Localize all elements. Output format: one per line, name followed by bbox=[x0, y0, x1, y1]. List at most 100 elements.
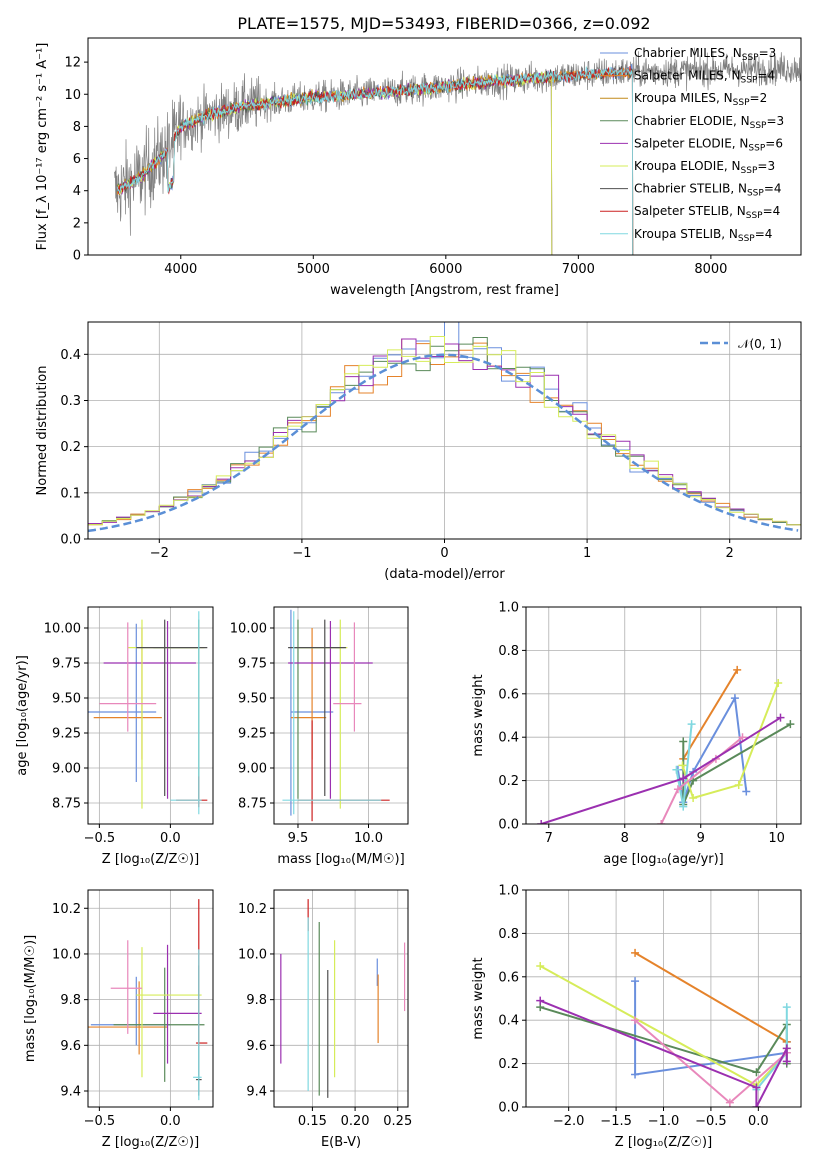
y-tick-label: 9.4 bbox=[60, 1085, 81, 1100]
age-vs-mass-plot: 9.5 10.0 8.75 9.00 9.25 9.50 9.75 10.00 mass [lo… bbox=[230, 606, 409, 867]
y-tick-label: 10.0 bbox=[238, 947, 267, 962]
series-line-5 bbox=[660, 736, 744, 824]
x-tick-label: 10.0 bbox=[354, 831, 383, 846]
x-axis-label: (data-model)/error bbox=[384, 567, 505, 582]
y-tick-label: 0.2 bbox=[60, 440, 81, 455]
legend-label-sub: SSP bbox=[741, 166, 758, 176]
x-tick-label: −1.5 bbox=[600, 1114, 632, 1129]
y-tick-label: 6 bbox=[73, 152, 81, 167]
y-axis-label: mass weight bbox=[471, 957, 486, 1039]
series-point bbox=[679, 737, 688, 746]
y-tick-label: 8.75 bbox=[238, 797, 267, 812]
y-tick-label: 10.2 bbox=[238, 902, 267, 917]
y-tick-label: 9.25 bbox=[238, 727, 267, 742]
y-tick-label: 0.0 bbox=[498, 1101, 519, 1116]
legend-label: Salpeter STELIB, NSSP=4 bbox=[634, 204, 780, 221]
series-point bbox=[734, 780, 743, 789]
x-tick-label: 0.0 bbox=[160, 831, 181, 846]
legend-label-count: =4 bbox=[755, 227, 773, 241]
y-tick-label: 10.2 bbox=[52, 902, 81, 917]
x-tick-label: −0.5 bbox=[84, 1114, 116, 1129]
mass-weight-vs-age-plot: 7 8 9 10 0.0 0.2 0.4 0.6 0.8 1.0 age [log₁₀(age/yr… bbox=[471, 601, 802, 867]
y-tick-label: 9.00 bbox=[238, 762, 267, 777]
legend-label-text: Salpeter STELIB, N bbox=[634, 204, 746, 218]
x-tick-label: −0.5 bbox=[695, 1114, 727, 1129]
legend-label-text: Kroupa MILES, N bbox=[634, 91, 733, 105]
x-tick-label: 0.0 bbox=[748, 1114, 769, 1129]
series-point bbox=[752, 1103, 761, 1107]
y-tick-label: 8 bbox=[73, 120, 81, 135]
legend-label-text: Salpeter MILES, N bbox=[634, 69, 741, 83]
x-axis-label: Z [log₁₀(Z/Z☉)] bbox=[615, 1135, 712, 1150]
x-axis-label: Z [log₁₀(Z/Z☉)] bbox=[102, 852, 199, 867]
series-point bbox=[657, 820, 666, 824]
legend-label: 𝒩(0, 1) bbox=[738, 337, 782, 351]
plot-area bbox=[88, 322, 801, 533]
legend-label-text: Salpeter ELODIE, N bbox=[634, 136, 748, 150]
legend-label-text: Kroupa STELIB, N bbox=[634, 227, 738, 241]
axes-frame bbox=[525, 606, 802, 825]
y-tick-label: 9.75 bbox=[52, 657, 81, 672]
x-axis-label: age [log₁₀(age/yr)] bbox=[603, 852, 724, 867]
x-tick-label: 7 bbox=[545, 831, 553, 846]
series-point bbox=[752, 1068, 761, 1077]
y-axis-label: Flux [f_λ 10⁻¹⁷ erg cm⁻² s⁻¹ A⁻¹] bbox=[35, 43, 50, 251]
legend-label-count: =6 bbox=[765, 136, 783, 150]
series-point bbox=[782, 1044, 791, 1053]
y-tick-label: 10.00 bbox=[230, 622, 267, 637]
y-tick-label: 2 bbox=[73, 216, 81, 231]
mass-vs-ebv-plot: 0.15 0.20 0.25 9.4 9.6 9.8 10.0 10.2 E(B-V) bbox=[238, 889, 412, 1150]
series-line-6 bbox=[539, 999, 788, 1107]
x-tick-label: 5000 bbox=[297, 262, 330, 277]
legend-label-text: Chabrier MILES, N bbox=[634, 46, 742, 60]
x-tick-label: 0.15 bbox=[298, 1114, 327, 1129]
y-tick-label: 9.6 bbox=[60, 1039, 81, 1054]
series-point bbox=[725, 1098, 734, 1107]
legend-label: Salpeter MILES, NSSP=4 bbox=[634, 69, 775, 86]
x-tick-label: −2.0 bbox=[553, 1114, 585, 1129]
legend-label: Kroupa ELODIE, NSSP=3 bbox=[634, 159, 775, 176]
model-spectrum-2 bbox=[116, 69, 634, 255]
x-tick-label: −1 bbox=[292, 546, 311, 561]
series-point bbox=[782, 1003, 791, 1012]
x-tick-label: 2 bbox=[726, 546, 734, 561]
axes-frame bbox=[87, 889, 214, 1108]
x-axis-label: E(B-V) bbox=[321, 1135, 361, 1150]
y-tick-label: 9.25 bbox=[52, 727, 81, 742]
legend-label-sub: SSP bbox=[742, 53, 759, 63]
x-tick-label: 9.5 bbox=[288, 831, 309, 846]
y-tick-label: 0.2 bbox=[498, 1057, 519, 1072]
y-tick-label: 1.0 bbox=[498, 884, 519, 899]
y-tick-label: 12 bbox=[64, 56, 81, 71]
y-axis-label: age [log₁₀(age/yr)] bbox=[15, 655, 30, 776]
x-axis-label: wavelength [Angstrom, rest frame] bbox=[330, 283, 559, 298]
plot-area bbox=[537, 665, 795, 824]
series-point bbox=[537, 820, 546, 824]
y-tick-label: 9.50 bbox=[52, 692, 81, 707]
normal-curve bbox=[88, 353, 799, 533]
legend-label: Kroupa STELIB, NSSP=4 bbox=[634, 227, 772, 244]
series-point bbox=[631, 1016, 640, 1025]
y-tick-label: 0.2 bbox=[498, 774, 519, 789]
series-point bbox=[689, 793, 698, 802]
plot-area bbox=[280, 899, 406, 1098]
axes-frame bbox=[87, 321, 802, 540]
y-tick-label: 9.75 bbox=[238, 657, 267, 672]
y-tick-label: 0.8 bbox=[498, 927, 519, 942]
x-tick-label: 0.0 bbox=[160, 1114, 181, 1129]
x-tick-label: −1.0 bbox=[648, 1114, 680, 1129]
plot-area bbox=[536, 948, 791, 1107]
y-tick-label: 10 bbox=[64, 88, 81, 103]
x-tick-label: 7000 bbox=[562, 262, 595, 277]
legend-label: Chabrier MILES, NSSP=3 bbox=[634, 46, 776, 63]
series-line-1 bbox=[682, 669, 739, 760]
y-tick-label: 0.0 bbox=[498, 818, 519, 833]
series-line-2 bbox=[682, 723, 791, 805]
x-tick-label: 0 bbox=[440, 546, 448, 561]
y-tick-label: 0 bbox=[73, 249, 81, 264]
y-tick-label: 9.50 bbox=[238, 692, 267, 707]
y-axis-label: mass weight bbox=[471, 674, 486, 756]
axes-frame bbox=[87, 37, 802, 256]
y-tick-label: 9.6 bbox=[246, 1039, 267, 1054]
plot-area bbox=[88, 611, 208, 815]
